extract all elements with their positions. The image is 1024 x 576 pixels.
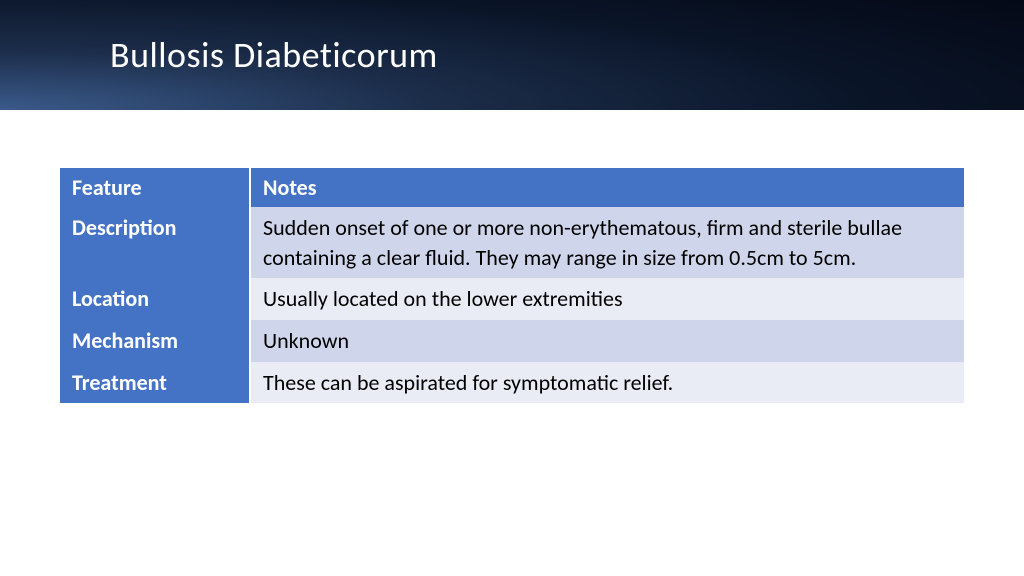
slide: Bullosis Diabeticorum Feature Notes Desc… (0, 0, 1024, 576)
row-label: Mechanism (60, 320, 250, 362)
table-row: Mechanism Unknown (60, 320, 964, 362)
title-bar: Bullosis Diabeticorum (0, 0, 1024, 110)
features-table: Feature Notes Description Sudden onset o… (60, 168, 964, 403)
table-header-row: Feature Notes (60, 168, 964, 207)
table-row: Treatment These can be aspirated for sym… (60, 362, 964, 404)
row-value: Usually located on the lower extremities (250, 278, 964, 320)
col-header-feature: Feature (60, 168, 250, 207)
col-header-notes: Notes (250, 168, 964, 207)
row-value: These can be aspirated for symptomatic r… (250, 362, 964, 404)
row-label: Treatment (60, 362, 250, 404)
table-row: Location Usually located on the lower ex… (60, 278, 964, 320)
slide-title: Bullosis Diabeticorum (110, 33, 438, 77)
row-value: Sudden onset of one or more non-erythema… (250, 207, 964, 278)
table-row: Description Sudden onset of one or more … (60, 207, 964, 278)
row-label: Location (60, 278, 250, 320)
row-value: Unknown (250, 320, 964, 362)
row-label: Description (60, 207, 250, 278)
table-container: Feature Notes Description Sudden onset o… (0, 110, 1024, 403)
